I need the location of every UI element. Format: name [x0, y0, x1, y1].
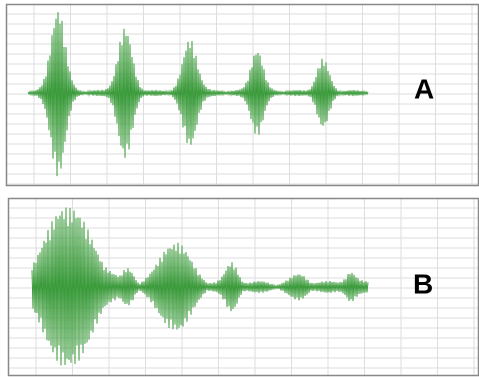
waveform-b — [31, 207, 369, 366]
grid-a — [7, 5, 478, 185]
waveform-a — [27, 12, 369, 177]
panel-label: B — [413, 268, 433, 299]
panel-label: A — [414, 73, 434, 104]
